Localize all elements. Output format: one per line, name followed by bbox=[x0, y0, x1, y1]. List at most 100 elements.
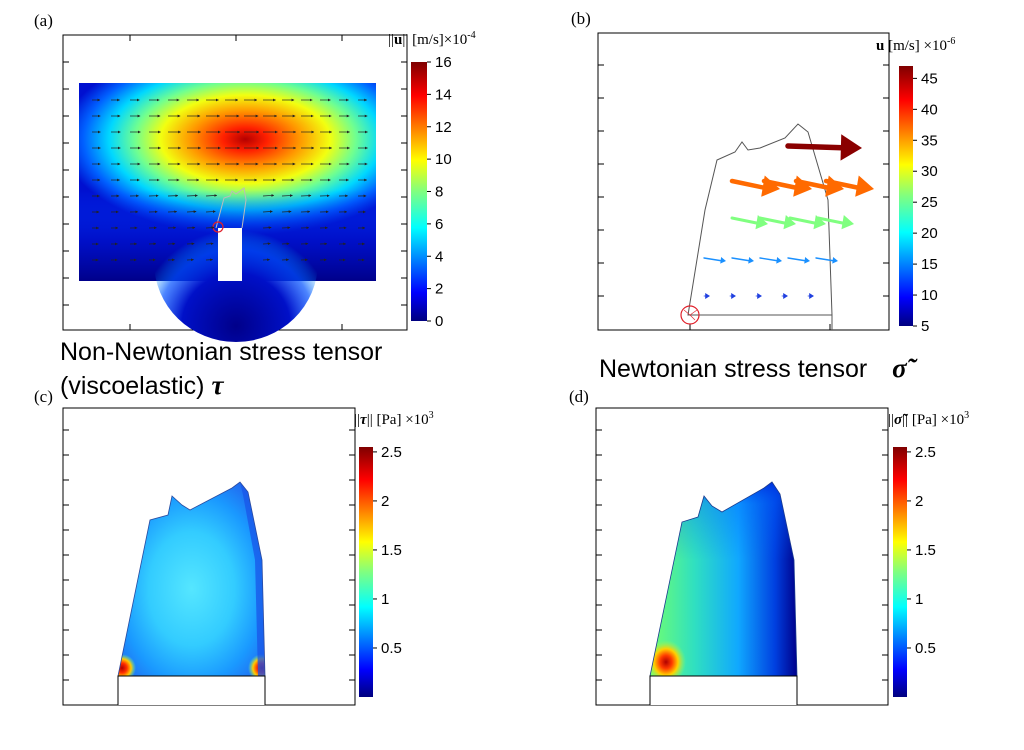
panel-b-colorbar-tick-label: 35 bbox=[921, 132, 938, 149]
panel-d-colorbar-tick-label: 2 bbox=[915, 493, 923, 510]
panel-b-velocity-arrow-shaft bbox=[703, 257, 724, 262]
panel-b: (b) bbox=[571, 9, 890, 331]
panel-b-cell-outline bbox=[687, 123, 833, 316]
stress-symbol: σ̃ bbox=[894, 412, 903, 428]
panel-b-marker-circle bbox=[680, 305, 700, 325]
panel-b-velocity-arrow-head bbox=[832, 256, 838, 264]
panel-a-caption-line2: (viscoelastic) τ bbox=[60, 370, 223, 401]
panel-a-velocity-arrows bbox=[91, 98, 368, 262]
sigma-tilde-symbol: σ̃ bbox=[892, 353, 907, 383]
panel-c-colorbar-gradient bbox=[359, 447, 373, 697]
panel-b-velocity-arrow-head bbox=[783, 293, 788, 299]
norm-close: || bbox=[366, 412, 373, 428]
panel-b-colorbar-gradient bbox=[899, 66, 913, 326]
panel-a-frame-ticks bbox=[63, 35, 407, 330]
panel-a-colorbar-tick-label: 10 bbox=[435, 151, 452, 168]
scale: ×10 bbox=[940, 412, 965, 428]
panel-c: (c) bbox=[34, 387, 356, 706]
panel-b-velocity-arrows bbox=[703, 134, 874, 299]
panel-d-stress-hotspot bbox=[650, 640, 686, 676]
panel-a-colorbar-tick-label: 8 bbox=[435, 184, 443, 201]
scale: ×10 bbox=[405, 412, 429, 428]
panel-d: (d) bbox=[569, 387, 889, 706]
scale: ×10 bbox=[443, 32, 468, 48]
unit: [Pa] bbox=[376, 412, 402, 428]
norm-open: || bbox=[388, 32, 395, 48]
panel-d-micropillar bbox=[649, 675, 798, 705]
panel-b-colorbar: 45 40 35 30 25 20 15 10 5 bbox=[899, 66, 938, 335]
panel-a-micropillar bbox=[218, 228, 242, 281]
unit: [m/s] bbox=[888, 38, 920, 54]
norm-close: || bbox=[902, 412, 909, 428]
exponent: 3 bbox=[964, 410, 970, 421]
panel-d-colorbar-tick-label: 1.5 bbox=[915, 542, 936, 559]
panel-d-colorbar-gradient bbox=[893, 447, 907, 697]
panel-d-cell-outline bbox=[649, 481, 798, 677]
panel-b-velocity-arrow-head bbox=[783, 215, 796, 230]
panel-a-velocity-arrow bbox=[186, 194, 198, 197]
panel-a-colorbar-gradient bbox=[411, 62, 427, 321]
panel-b-colorbar-tick-label: 30 bbox=[921, 163, 938, 180]
panel-a-colorbar-tick-label: 12 bbox=[435, 119, 452, 136]
panel-c-colorbar-tick-label: 1.5 bbox=[381, 542, 402, 559]
panel-a-colorbar-tick-label: 0 bbox=[435, 313, 443, 330]
panel-c-colorbar-title: ||τ|| [Pa] ×103 bbox=[354, 410, 434, 429]
panel-b-marker-spokes bbox=[683, 309, 698, 321]
panel-c-stress-hotspot-left bbox=[118, 654, 136, 676]
exponent: 3 bbox=[428, 410, 434, 421]
panel-b-velocity-arrow-head bbox=[809, 293, 814, 299]
panel-b-colorbar-tick-label: 15 bbox=[921, 256, 938, 273]
panel-a-colorbar-tick-label: 2 bbox=[435, 281, 443, 298]
panel-c-edge-low-stress bbox=[240, 482, 265, 676]
panel-b-colorbar-tick-label: 25 bbox=[921, 194, 938, 211]
panel-b-velocity-arrow-shaft bbox=[785, 143, 853, 151]
panel-b-colorbar-tick-label: 40 bbox=[921, 101, 938, 118]
panel-a-colorbar-title: ||u|| [m/s]×10-4 bbox=[388, 30, 476, 49]
scale: ×10 bbox=[923, 38, 947, 54]
panel-a-velocity-arrow bbox=[262, 226, 272, 230]
norm-close: || bbox=[402, 32, 409, 48]
panel-c-frame-ticks bbox=[63, 429, 355, 681]
panel-a-velocity-arrow bbox=[205, 210, 216, 213]
panel-b-velocity-arrow-head bbox=[776, 256, 782, 264]
panel-c-label: (c) bbox=[34, 387, 53, 406]
panel-a: (a) bbox=[34, 11, 408, 342]
panel-a-colorbar-tick-label: 6 bbox=[435, 216, 443, 233]
unit: [m/s] bbox=[412, 32, 444, 48]
tau-symbol: τ bbox=[211, 370, 224, 400]
panel-b-velocity-arrow-head bbox=[841, 215, 854, 230]
panel-a-velocity-arrow bbox=[262, 210, 273, 213]
stress-symbol: τ bbox=[360, 412, 367, 428]
panel-b-caption: Newtonian stress tensor σ̃ bbox=[599, 353, 907, 384]
panel-b-velocity-arrow-head bbox=[840, 134, 862, 161]
norm-open: || bbox=[354, 412, 361, 428]
panel-b-label: (b) bbox=[571, 9, 591, 28]
exponent: -4 bbox=[467, 30, 476, 41]
panel-c-colorbar-tick-label: 0.5 bbox=[381, 640, 402, 657]
panel-c-cell-outline bbox=[117, 481, 266, 677]
panel-a-colorbar: 16 14 12 10 8 6 4 2 0 bbox=[411, 54, 452, 330]
velocity-symbol: u bbox=[876, 38, 885, 54]
panel-b-velocity-arrow-shaft bbox=[815, 257, 836, 262]
unit: [Pa] bbox=[911, 412, 937, 428]
panel-b-colorbar-title: u [m/s] ×10-6 bbox=[876, 36, 955, 55]
panel-b-frame-ticks bbox=[598, 64, 889, 330]
norm-open: || bbox=[888, 412, 895, 428]
panel-a-cell-outline bbox=[215, 187, 247, 229]
panel-b-colorbar-tick-label: 5 bbox=[921, 318, 929, 335]
panel-b-colorbar-tick-label: 20 bbox=[921, 225, 938, 242]
panel-c-colorbar-tick-label: 2.5 bbox=[381, 444, 402, 461]
panel-b-velocity-arrow-head bbox=[757, 293, 762, 299]
panel-c-colorbar-tick-label: 2 bbox=[381, 493, 389, 510]
panel-a-velocity-arrow bbox=[205, 194, 218, 197]
panel-b-velocity-arrow-head bbox=[755, 215, 768, 230]
panel-d-frame-ticks bbox=[596, 429, 888, 681]
panel-b-velocity-arrow-head bbox=[748, 256, 754, 264]
panel-b-velocity-arrow-head bbox=[731, 293, 736, 299]
panel-d-label: (d) bbox=[569, 387, 589, 406]
panel-b-velocity-arrow-head bbox=[705, 293, 710, 299]
panel-b-velocity-arrow-head bbox=[720, 256, 726, 264]
panel-a-velocity-arrow bbox=[281, 194, 293, 197]
panel-a-label: (a) bbox=[34, 11, 53, 30]
